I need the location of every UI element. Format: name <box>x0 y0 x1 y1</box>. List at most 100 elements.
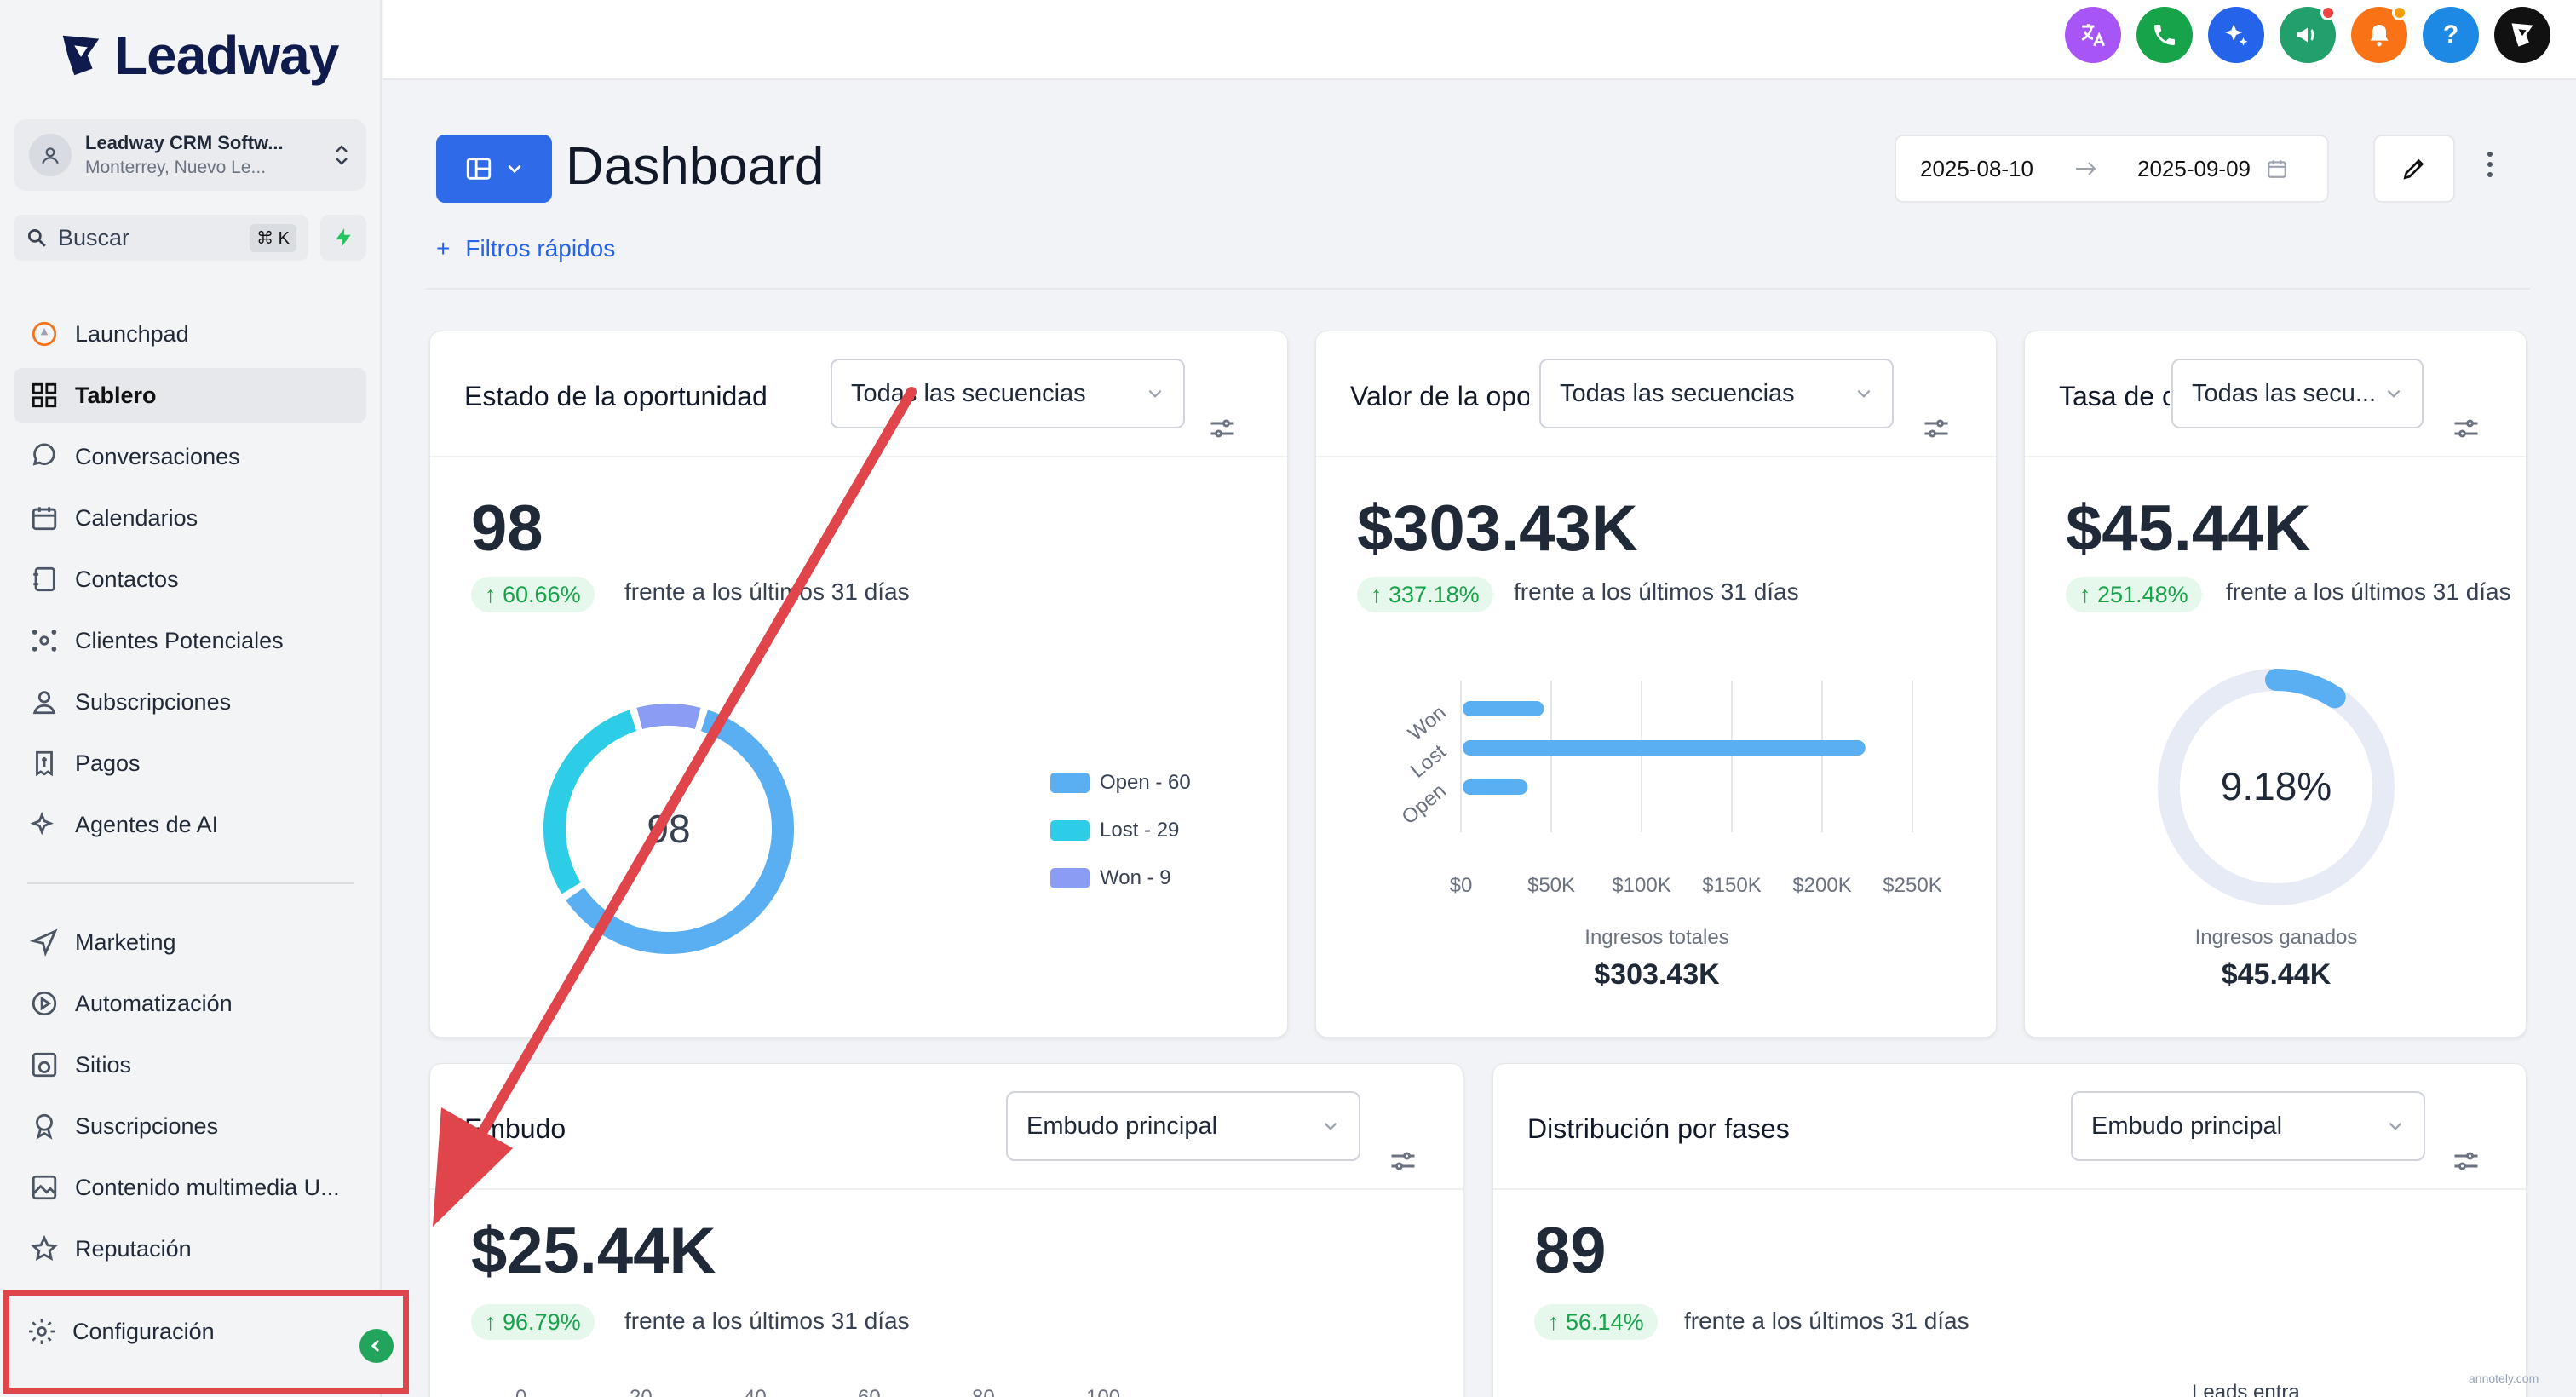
bar-won[interactable] <box>1463 701 1544 716</box>
sliders-icon[interactable] <box>2451 1146 2481 1176</box>
sidebar-item-configuracion[interactable]: Configuración <box>3 1290 409 1394</box>
phone-icon <box>2154 25 2175 45</box>
donut-slice-lost[interactable] <box>543 710 637 894</box>
gauge-fill <box>2158 669 2395 905</box>
edit-dashboard-button[interactable] <box>2373 135 2455 203</box>
search-shortcut: ⌘ K <box>250 223 296 252</box>
funnel-axis-tick: 100 <box>1086 1386 1120 1397</box>
sidebar-item-sitios[interactable]: Sitios <box>14 1038 366 1092</box>
compare-text: frente a los últimos 31 días <box>1514 578 1799 605</box>
sliders-icon[interactable] <box>1388 1146 1418 1176</box>
account-switcher[interactable]: Leadway CRM Softw... Monterrey, Nuevo Le… <box>14 119 366 191</box>
star-icon <box>29 1233 60 1264</box>
sidebar: Leadway Leadway CRM Softw... Monterrey, … <box>0 0 382 1397</box>
x-tick-label: $100K <box>1612 874 1670 897</box>
arrow-right-icon <box>2076 162 2096 175</box>
notifications-button[interactable] <box>2351 5 2407 63</box>
watermark: annotely.com <box>2469 1371 2539 1385</box>
bar-lost[interactable] <box>1463 740 1866 756</box>
date-range-picker[interactable]: 2025-08-10 2025-09-09 <box>1895 135 2329 203</box>
sidebar-item-clientes-potenciales[interactable]: Clientes Potenciales <box>14 613 366 668</box>
sequence-select[interactable]: Todas las secuencias <box>1539 359 1894 428</box>
legend-label: Won - 9 <box>1100 866 1171 889</box>
sequence-select[interactable]: Todas las secuencias <box>831 359 1185 428</box>
chevron-left-icon <box>371 1339 380 1353</box>
award-icon <box>29 1111 60 1141</box>
x-tick-label: $50K <box>1527 874 1575 897</box>
sliders-icon[interactable] <box>1921 413 1952 444</box>
sidebar-item-launchpad[interactable]: Launchpad <box>14 307 366 361</box>
opportunity-count: 98 <box>471 492 543 565</box>
receipt-icon <box>29 748 60 779</box>
sidebar-item-pagos[interactable]: Pagos <box>14 736 366 790</box>
dashboard-view-switcher[interactable] <box>436 135 552 203</box>
card-title: Tasa de conversión <box>2059 381 2170 411</box>
donut-slice-won[interactable] <box>636 704 701 730</box>
sidebar-item-subscripciones[interactable]: Subscripciones <box>14 675 366 729</box>
legend-swatch <box>1050 773 1090 793</box>
sidebar-item-suscripciones[interactable]: Suscripciones <box>14 1099 366 1153</box>
sequence-select[interactable]: Todas las secu... <box>2171 359 2424 428</box>
sidebar-item-contactos[interactable]: Contactos <box>14 552 366 607</box>
sparkles-icon <box>2225 24 2248 46</box>
leadway-logo[interactable]: Leadway <box>56 24 339 87</box>
image-icon <box>29 1172 60 1203</box>
compare-text: frente a los últimos 31 días <box>624 1308 910 1334</box>
play-circle-icon <box>29 988 60 1019</box>
send-icon <box>29 927 60 957</box>
sliders-icon[interactable] <box>1207 413 1238 444</box>
phone-button[interactable] <box>2136 7 2193 63</box>
arrow-up-icon: ↑ <box>485 1308 503 1335</box>
ai-assistant-button[interactable] <box>2208 7 2264 63</box>
funnel-axis-tick: 60 <box>858 1386 881 1397</box>
delta-badge: ↑ 251.48% <box>2066 577 2202 612</box>
legend-item[interactable]: Lost - 29 <box>1050 819 1179 842</box>
sidebar-item-marketing[interactable]: Marketing <box>14 915 366 969</box>
compare-text: frente a los últimos 31 días <box>624 578 910 605</box>
sidebar-item-automatizaci-n[interactable]: Automatización <box>14 976 366 1031</box>
annotation-arrow-line <box>472 387 917 1147</box>
search-button[interactable]: Buscar ⌘ K <box>14 215 308 261</box>
sidebar-item-agentes-de-ai[interactable]: Agentes de AI <box>14 797 366 852</box>
sidebar-item-calendarios[interactable]: Calendarios <box>14 491 366 545</box>
date-from[interactable]: 2025-08-10 <box>1920 155 2033 181</box>
more-options-button[interactable] <box>2486 150 2494 184</box>
chart-caption-value: $45.44K <box>2221 958 2332 991</box>
announcements-button[interactable] <box>2280 5 2336 63</box>
donut-slice-open[interactable] <box>566 710 794 954</box>
globe-window-icon <box>29 1049 60 1080</box>
compare-text: frente a los últimos 31 días <box>2226 578 2511 605</box>
profile-button[interactable] <box>2494 7 2550 63</box>
pipeline-select[interactable]: Embudo principal <box>1006 1091 1360 1161</box>
megaphone-icon <box>2297 27 2314 43</box>
help-button[interactable]: ? <box>2423 7 2479 63</box>
collapse-sidebar-button[interactable] <box>359 1329 394 1363</box>
delta-badge: ↑ 56.14% <box>1534 1304 1658 1340</box>
pipeline-select[interactable]: Embudo principal <box>2071 1091 2425 1161</box>
translate-button[interactable] <box>2065 7 2121 63</box>
sidebar-item-reputaci-n[interactable]: Reputación <box>14 1222 366 1276</box>
sidebar-item-conversaciones[interactable]: Conversaciones <box>14 429 366 484</box>
won-revenue: $45.44K <box>2066 492 2311 565</box>
legend-item[interactable]: Won - 9 <box>1050 866 1171 890</box>
delta-badge: ↑ 96.79% <box>471 1304 595 1340</box>
chart-caption: Ingresos totales <box>1584 926 1729 949</box>
card-title: Distribución por fases <box>1527 1113 1790 1144</box>
sliders-icon[interactable] <box>2451 413 2481 444</box>
sidebar-item-contenido-multimedia-u[interactable]: Contenido multimedia U... <box>14 1160 366 1215</box>
quick-filters-button[interactable]: + Filtros rápidos <box>436 235 615 262</box>
card-conversion-rate: Tasa de conversión Todas las secu... $45… <box>2024 331 2527 1038</box>
gear-icon <box>29 1319 55 1344</box>
legend-swatch <box>1050 868 1090 888</box>
date-to[interactable]: 2025-09-09 <box>2137 155 2251 181</box>
legend-item[interactable]: Open - 60 <box>1050 771 1191 795</box>
sidebar-item-tablero[interactable]: Tablero <box>14 368 366 423</box>
bar-open[interactable] <box>1463 779 1528 795</box>
card-header-divider <box>430 456 1287 457</box>
translate-icon <box>2081 24 2106 47</box>
bell-icon <box>2370 25 2389 47</box>
card-title: Estado de la oportunidad <box>464 381 768 411</box>
quick-action-button[interactable] <box>320 215 366 261</box>
arrow-up-icon: ↑ <box>2079 581 2098 607</box>
